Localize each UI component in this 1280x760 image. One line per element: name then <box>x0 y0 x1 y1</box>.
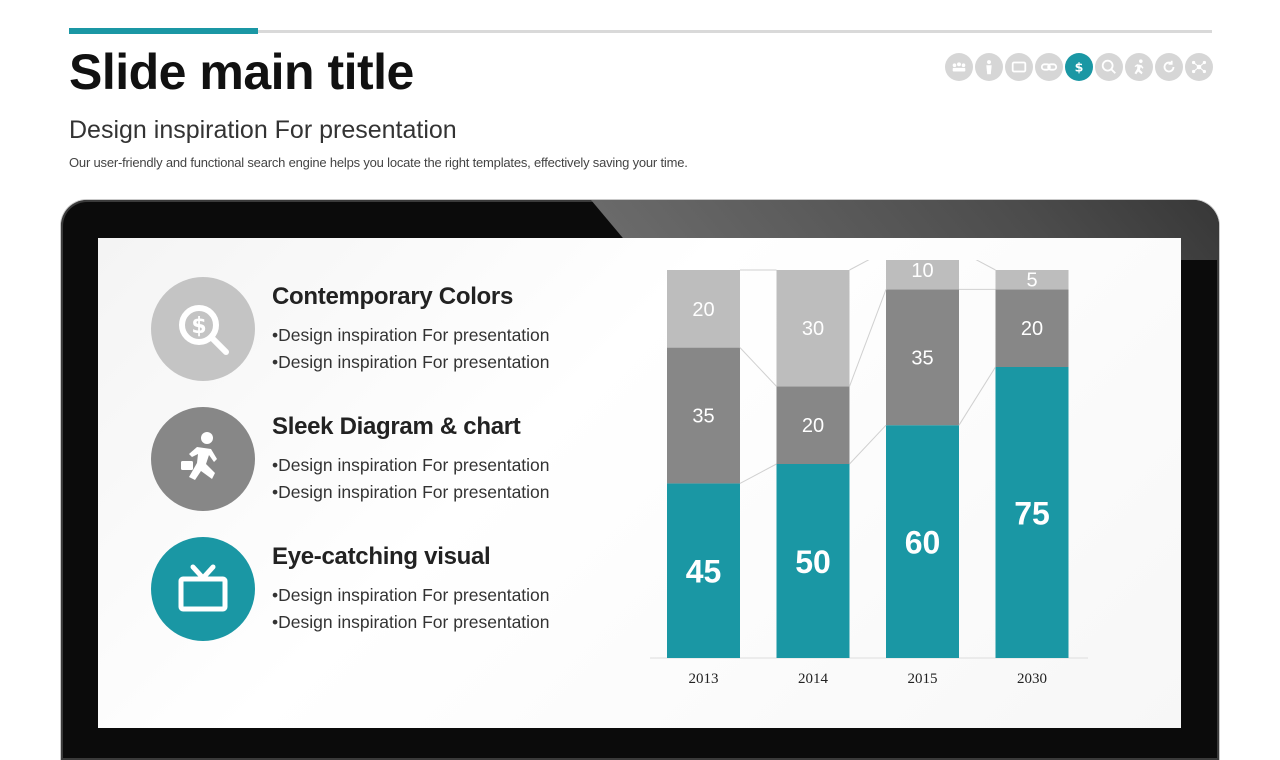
svg-text:$: $ <box>191 314 206 339</box>
search-money-icon: $ <box>179 305 229 355</box>
top-accent-bar <box>69 28 258 34</box>
link-icon[interactable] <box>1035 53 1063 81</box>
bar-segment <box>995 289 1069 367</box>
network-icon[interactable] <box>1185 53 1213 81</box>
series-connector <box>739 347 777 387</box>
data-label: 5 <box>1026 270 1037 292</box>
dollar-icon[interactable]: $ <box>1065 53 1093 81</box>
data-label: 75 <box>1014 496 1050 532</box>
tv-icon[interactable] <box>1005 53 1033 81</box>
feature-sleek-diagram: Sleek Diagram & chart •Design inspiratio… <box>151 407 671 512</box>
data-label: 10 <box>911 260 933 282</box>
x-tick-label: 2030 <box>1017 671 1047 687</box>
series-connector <box>739 463 777 484</box>
running-man-icon <box>181 432 217 480</box>
data-label: 30 <box>802 318 824 340</box>
data-label: 50 <box>795 544 831 580</box>
bar-segment <box>886 260 959 290</box>
bar-segment <box>886 425 959 658</box>
feature-title: Sleek Diagram & chart <box>272 413 521 440</box>
series-connector <box>975 260 996 271</box>
feature-bullet: •Design inspiration For presentation <box>272 585 550 605</box>
feature-title: Contemporary Colors <box>272 283 514 310</box>
feature-contemporary-colors: $ Contemporary Colors •Design inspiratio… <box>151 277 671 382</box>
running-man-icon[interactable] <box>1125 53 1153 81</box>
feature-icon-circle <box>151 537 255 641</box>
data-label: 45 <box>686 554 722 590</box>
bar-segment <box>667 347 740 484</box>
feature-bullet: •Design inspiration For presentation <box>272 352 550 372</box>
x-tick-label: 2014 <box>798 671 829 687</box>
feature-bullet: •Design inspiration For presentation <box>272 325 550 345</box>
top-rule <box>69 30 1212 33</box>
search-money-icon[interactable] <box>1095 53 1123 81</box>
feature-icon-circle <box>151 407 255 511</box>
feature-icon-circle: $ <box>151 277 255 381</box>
data-label: 35 <box>911 347 933 369</box>
icon-nav: $ <box>945 53 1213 81</box>
crowd-icon[interactable] <box>945 53 973 81</box>
x-tick-label: 2013 <box>689 671 719 687</box>
bar-segment <box>667 483 740 658</box>
bar-segment <box>776 270 850 387</box>
refresh-icon[interactable] <box>1155 53 1183 81</box>
data-label: 20 <box>692 299 714 321</box>
data-label: 60 <box>905 525 941 561</box>
feature-bullet: •Design inspiration For presentation <box>272 482 550 502</box>
series-connector <box>849 260 870 271</box>
series-connector <box>849 424 887 465</box>
bar-segment <box>995 367 1069 658</box>
feature-bullet: •Design inspiration For presentation <box>272 612 550 632</box>
bar-segment <box>886 289 959 426</box>
bar-segment <box>667 270 740 348</box>
data-label: 20 <box>802 415 824 437</box>
data-label: 20 <box>1021 318 1043 340</box>
page-title: Slide main title <box>69 44 414 100</box>
series-connector <box>849 289 887 387</box>
person-icon[interactable] <box>975 53 1003 81</box>
x-tick-label: 2015 <box>908 671 938 687</box>
data-label: 35 <box>692 406 714 428</box>
bar-segment <box>776 464 850 658</box>
page-subtitle: Design inspiration For presentation <box>69 116 457 144</box>
series-connector <box>958 366 996 426</box>
bar-segment <box>995 270 1069 290</box>
page-description: Our user-friendly and functional search … <box>69 155 688 170</box>
tv-icon <box>178 564 228 612</box>
svg-text:$: $ <box>1075 60 1084 75</box>
feature-bullet: •Design inspiration For presentation <box>272 455 550 475</box>
feature-eye-catching: Eye-catching visual •Design inspiration … <box>151 537 671 642</box>
bar-segment <box>776 386 850 464</box>
feature-title: Eye-catching visual <box>272 543 491 570</box>
